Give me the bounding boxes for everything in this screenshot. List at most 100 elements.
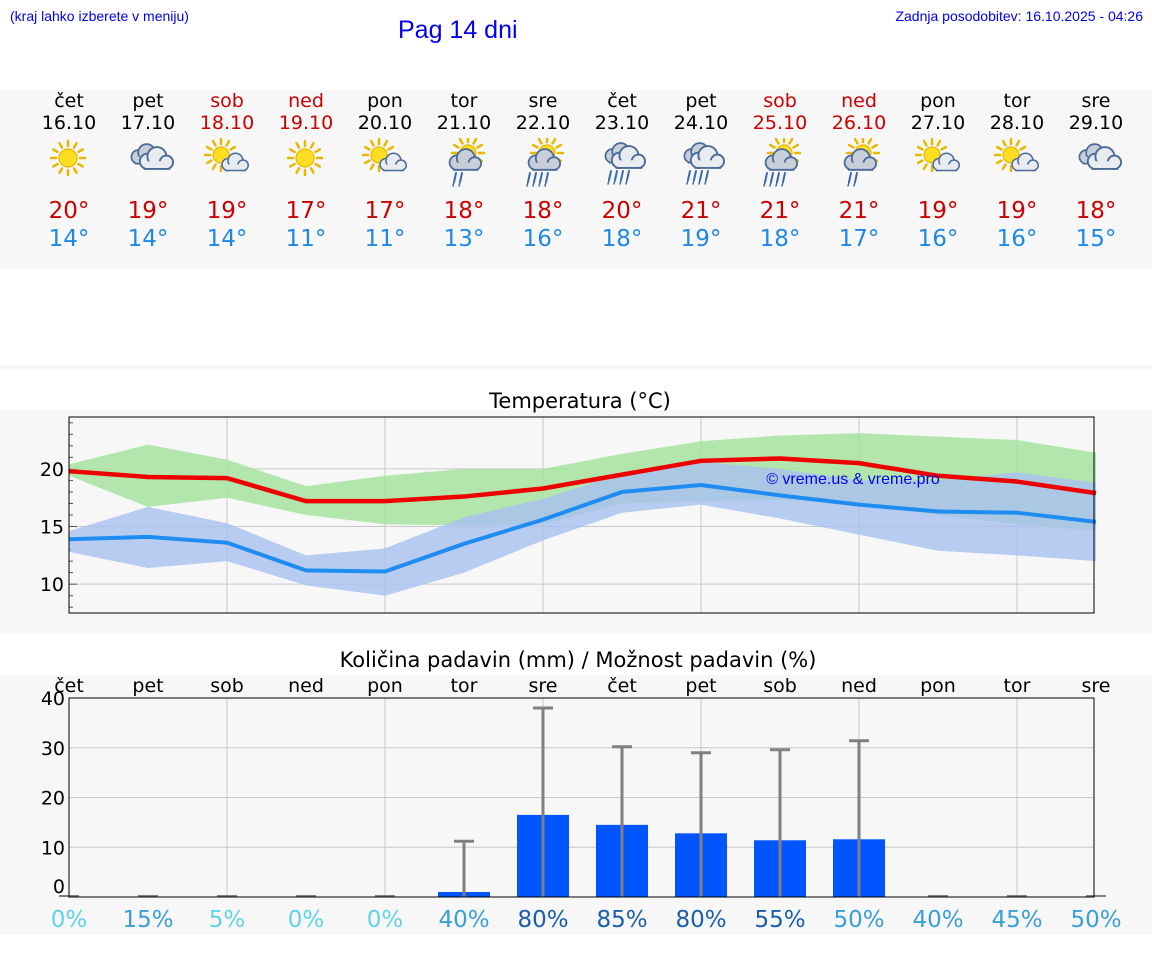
sun-cloud-icon [361,138,407,173]
day-name: pet [132,90,164,112]
x-category-label: sob [210,675,244,697]
day-column: tor 21.10 18° 13° [424,90,504,253]
temp-max: 19° [206,198,248,224]
day-name: pon [920,90,956,112]
day-column: čet 16.10 20° 14° [29,90,109,253]
day-name: sob [763,90,797,112]
cloud-shape [527,148,562,171]
day-column: pet 24.10 21° 19° [661,90,741,253]
day-column: tor 28.10 19° 16° [977,90,1057,253]
temp-max: 18° [443,198,485,224]
temp-max: 18° [522,198,564,224]
day-column: ned 19.10 17° 11° [266,90,346,253]
x-category-label: pon [920,675,956,697]
cloudy-icon [130,143,175,170]
day-date: 22.10 [515,112,571,134]
cloud-shape [843,148,878,171]
chart-title: Količina padavin (mm) / Možnost padavin … [340,648,817,672]
sun-cloud-rain-icon [843,138,881,187]
sun-cloud-icon [914,138,960,173]
sun-shape [286,139,324,177]
day-column: ned 26.10 21° 17° [819,90,899,253]
day-name: pon [367,90,403,112]
y-tick-label: 20 [40,459,64,481]
day-name: sre [1081,90,1111,112]
temp-min: 14° [206,226,248,252]
temp-max: 20° [48,198,90,224]
temp-max: 18° [1075,198,1117,224]
temp-max: 19° [996,198,1038,224]
sun-cloud-icon [993,138,1039,173]
day-column: pon 20.10 17° 11° [345,90,425,253]
location-hint-link[interactable]: (kraj lahko izberete v meniju) [10,8,189,24]
chart-title: Temperatura (°C) [488,389,671,413]
cloud-shape [221,152,249,172]
day-column: sre 29.10 18° 15° [1056,90,1136,253]
day-column: sre 22.10 18° 16° [503,90,583,253]
day-date: 20.10 [357,112,413,134]
day-date: 29.10 [1068,112,1124,134]
temp-min: 16° [996,226,1038,252]
cloud-heavy-rain-icon [683,142,726,185]
precip-probability-label: 50% [833,907,884,933]
day-date: 21.10 [436,112,492,134]
day-name: pet [685,90,717,112]
day-name: čet [607,90,637,112]
rain-shape [847,172,858,187]
plot-border [68,697,1095,898]
cloudy-icon [1078,143,1123,170]
watermark: © vreme.us & vreme.pro [766,471,940,488]
x-category-label: sob [763,675,797,697]
min-temp-range-band [69,461,1096,596]
day-column: pet 17.10 19° 14° [108,90,188,253]
precip-probability-label: 50% [1070,907,1121,933]
precip-probability-label: 40% [438,907,489,933]
temp-min: 13° [443,226,485,252]
precip-probability-label: 40% [912,907,963,933]
precip-probability-label: 80% [517,907,568,933]
precip-probability-label: 85% [596,907,647,933]
page-title: Pag 14 dni [398,16,518,44]
temp-max: 20° [601,198,643,224]
precip-probability-label: 5% [209,907,246,933]
sun-cloud-rain-icon [448,138,486,187]
temp-min: 14° [48,226,90,252]
forecast-strip: čet 16.10 20° 14° pet 17.10 19° 14° sob 18.10 19° 1… [0,90,1152,269]
x-category-label: tor [451,675,478,697]
day-column: čet 23.10 20° 18° [582,90,662,253]
day-name: tor [1003,90,1031,112]
temp-min: 14° [127,226,169,252]
divider-band [0,365,1152,370]
rain-shape [526,172,549,187]
temp-max: 19° [917,198,959,224]
y-tick-label: 20 [41,788,65,810]
x-category-label: sre [529,675,558,697]
day-column: sob 25.10 21° 18° [740,90,820,253]
day-column: pon 27.10 19° 16° [898,90,978,253]
cloud-shape [138,146,175,170]
sun-icon [286,139,324,177]
x-category-label: sre [1082,675,1111,697]
cloud-shape [610,145,647,169]
precip-probability-label: 0% [288,907,325,933]
x-category-label: pet [685,675,716,697]
day-date: 27.10 [910,112,966,134]
plot-border [68,416,1095,614]
temp-max: 19° [127,198,169,224]
rain-shape [452,172,463,187]
cloud-shape [932,152,960,172]
sun-cloud-heavy-rain-icon [763,138,802,187]
day-date: 25.10 [752,112,808,134]
rain-shape [686,170,709,185]
cloud-shape [379,152,407,172]
sun-cloud-icon [203,138,249,173]
precipitation-chart: Količina padavin (mm) / Možnost padavin … [41,648,1122,933]
day-date: 19.10 [278,112,334,134]
day-name: čet [54,90,84,112]
day-date: 23.10 [594,112,650,134]
day-date: 17.10 [120,112,176,134]
temp-min: 17° [838,226,880,252]
x-category-label: tor [1004,675,1031,697]
day-name: tor [450,90,478,112]
temp-min: 18° [759,226,801,252]
